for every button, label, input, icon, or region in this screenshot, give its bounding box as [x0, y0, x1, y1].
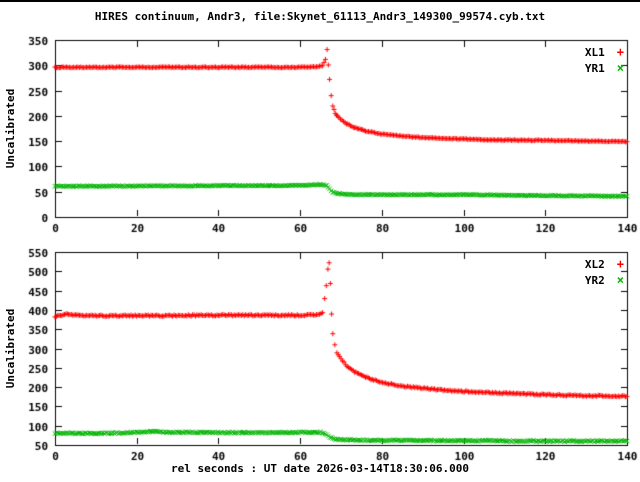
legend-label-xl1: XL1 [584, 45, 605, 59]
legend-label-yr1: YR1 [584, 61, 605, 75]
cross-marker-icon: × [616, 273, 624, 287]
plus-marker-icon: + [616, 45, 624, 59]
legend-label-xl2: XL2 [584, 257, 605, 271]
legend-row-yr2: YR2 × [585, 273, 624, 287]
legend-row-xl2: XL2 + [585, 257, 624, 271]
panel1-y-axis-label: Uncalibrated [4, 88, 17, 169]
legend-row-yr1: YR1 × [585, 61, 624, 75]
plus-marker-icon: + [616, 257, 624, 271]
x-axis-label: rel seconds : UT date 2026-03-14T18:30:0… [170, 462, 469, 475]
panel2-legend: XL2 + YR2 × [585, 257, 624, 287]
panel2-y-axis-label: Uncalibrated [4, 308, 17, 389]
panel1-legend: XL1 + YR1 × [585, 45, 624, 75]
chart-title: HIRES continuum, Andr3, file:Skynet_6111… [94, 10, 546, 23]
cross-marker-icon: × [616, 61, 624, 75]
legend-label-yr2: YR2 [584, 273, 605, 287]
legend-row-xl1: XL1 + [585, 45, 624, 59]
